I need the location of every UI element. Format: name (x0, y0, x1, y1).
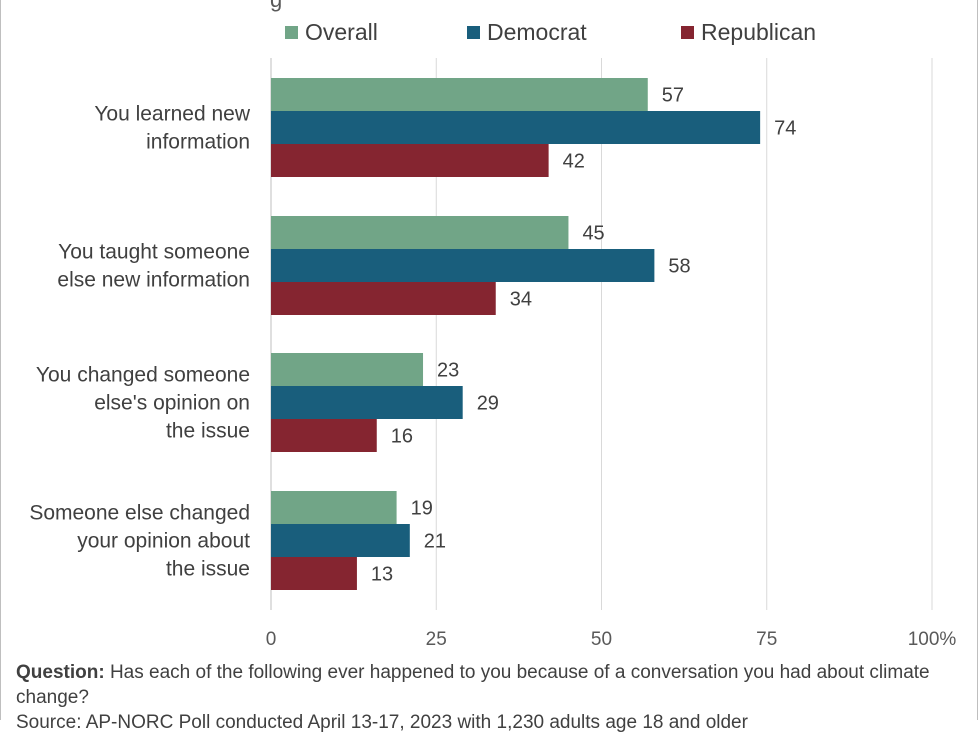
data-label: 13 (371, 564, 393, 586)
bar-republican (271, 282, 496, 315)
category-label: Someone else changed (29, 502, 250, 525)
x-tick-label: 50 (591, 629, 612, 650)
question-text: Has each of the following ever happened … (16, 662, 930, 708)
value-labels: 57 74 42 45 58 34 23 29 16 19 21 13 (371, 85, 796, 586)
category-label: the issue (166, 420, 250, 443)
x-tick-label: 100% (908, 629, 957, 650)
bar-republican (271, 557, 357, 590)
category-label: You changed someone (36, 364, 250, 387)
data-label: 34 (510, 289, 532, 311)
legend-swatch-democrat (467, 26, 480, 39)
bar-overall (271, 491, 397, 524)
x-tick-label: 25 (426, 629, 447, 650)
data-label: 29 (477, 393, 499, 415)
category-label: You learned new (94, 103, 251, 126)
data-label: 19 (411, 498, 433, 520)
legend: Overall Democrat Republican (285, 19, 816, 45)
bar-overall (271, 78, 648, 111)
source-footnote: Source: AP-NORC Poll conducted April 13-… (16, 712, 748, 733)
x-axis-tick-labels: 0 25 50 75 100% (266, 629, 957, 650)
data-label: 23 (437, 360, 459, 382)
data-label: 21 (424, 531, 446, 553)
category-label: your opinion about (77, 530, 250, 553)
legend-label-overall: Overall (305, 19, 378, 45)
bar-overall (271, 353, 424, 386)
clipped-title-fragment: g (270, 0, 282, 11)
category-label: the issue (166, 558, 250, 581)
legend-swatch-republican (681, 26, 694, 39)
data-label: 45 (582, 223, 604, 245)
bar-republican (271, 419, 377, 452)
category-label: else's opinion on (94, 392, 250, 415)
data-label: 58 (668, 256, 690, 278)
bar-republican (271, 144, 549, 177)
data-label: 42 (563, 151, 585, 173)
data-label: 16 (391, 426, 413, 448)
legend-label-republican: Republican (701, 19, 816, 45)
data-label: 57 (662, 85, 684, 107)
legend-swatch-overall (285, 26, 298, 39)
question-footnote: Question: Has each of the following ever… (16, 660, 966, 710)
category-labels: You learned new information You taught som… (29, 103, 251, 581)
bar-overall (271, 216, 569, 249)
category-label: else new information (57, 269, 250, 292)
data-label: 74 (774, 118, 796, 140)
legend-label-democrat: Democrat (487, 19, 587, 45)
bar-democrat (271, 386, 463, 419)
bars (271, 78, 761, 590)
category-label: information (146, 131, 250, 154)
x-tick-label: 0 (266, 629, 277, 650)
chart-frame (0, 0, 978, 720)
bar-democrat (271, 249, 655, 282)
question-label: Question: (16, 662, 105, 683)
bar-democrat (271, 111, 761, 144)
bar-democrat (271, 524, 410, 557)
x-tick-label: 75 (756, 629, 777, 650)
bar-chart: 57 74 42 45 58 34 23 29 16 19 21 13 You learned new… (29, 19, 957, 650)
category-label: You taught someone (58, 241, 250, 264)
